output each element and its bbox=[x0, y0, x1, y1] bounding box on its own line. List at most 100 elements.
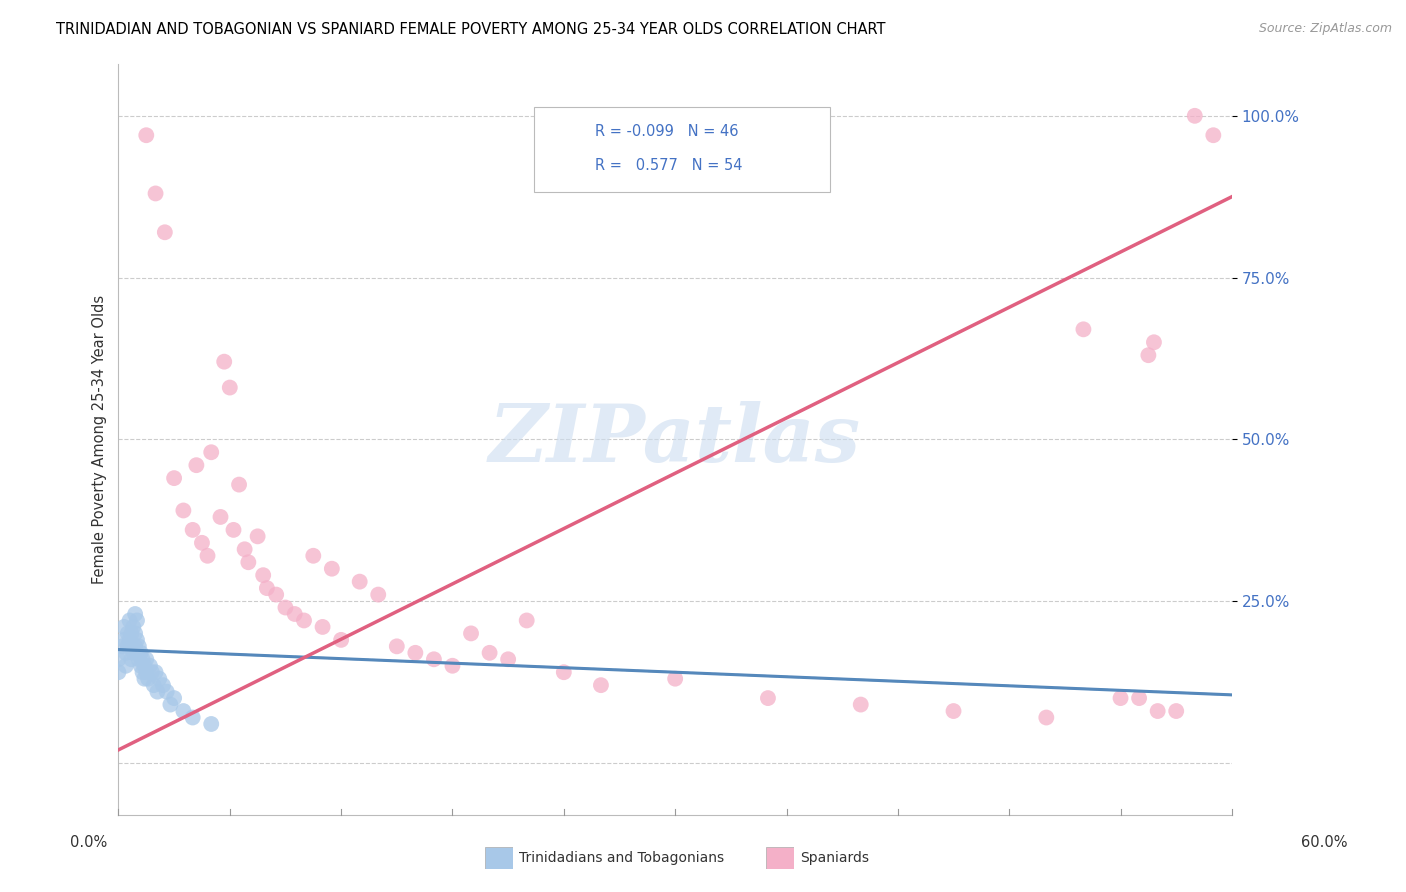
Point bbox=[849, 698, 872, 712]
Point bbox=[131, 665, 153, 680]
Point bbox=[222, 523, 245, 537]
Point bbox=[385, 640, 408, 654]
Point bbox=[256, 581, 278, 595]
Point bbox=[274, 600, 297, 615]
Point bbox=[125, 632, 148, 647]
Point bbox=[496, 652, 519, 666]
Point bbox=[1109, 691, 1132, 706]
Point bbox=[181, 523, 204, 537]
Text: Source: ZipAtlas.com: Source: ZipAtlas.com bbox=[1258, 22, 1392, 36]
Point bbox=[191, 536, 214, 550]
Point bbox=[756, 691, 779, 706]
Point bbox=[112, 632, 135, 647]
Text: Trinidadians and Tobagonians: Trinidadians and Tobagonians bbox=[519, 851, 724, 865]
Point bbox=[181, 710, 204, 724]
Point bbox=[516, 614, 538, 628]
Point bbox=[589, 678, 612, 692]
Point bbox=[163, 691, 186, 706]
Point bbox=[124, 640, 146, 654]
Point bbox=[146, 684, 169, 698]
Text: R =   0.577   N = 54: R = 0.577 N = 54 bbox=[595, 158, 742, 172]
Point bbox=[1128, 691, 1150, 706]
Point bbox=[111, 640, 134, 654]
Point bbox=[145, 186, 167, 201]
Point bbox=[115, 658, 138, 673]
Point bbox=[129, 658, 152, 673]
Point bbox=[148, 672, 170, 686]
Point bbox=[125, 614, 148, 628]
Point bbox=[264, 588, 287, 602]
Point bbox=[197, 549, 219, 563]
Text: Spaniards: Spaniards bbox=[800, 851, 869, 865]
Point bbox=[1146, 704, 1168, 718]
Point bbox=[238, 555, 260, 569]
Point bbox=[159, 698, 181, 712]
Point bbox=[135, 652, 157, 666]
Point bbox=[152, 678, 174, 692]
Point bbox=[460, 626, 482, 640]
Text: R = -0.099   N = 46: R = -0.099 N = 46 bbox=[595, 124, 738, 138]
Point bbox=[145, 665, 167, 680]
Point bbox=[441, 658, 464, 673]
Point bbox=[120, 626, 142, 640]
Point bbox=[423, 652, 446, 666]
Point bbox=[134, 672, 156, 686]
Point bbox=[141, 665, 163, 680]
Point bbox=[142, 678, 165, 692]
Point bbox=[664, 672, 686, 686]
Point bbox=[112, 620, 135, 634]
Point bbox=[107, 652, 129, 666]
Point bbox=[284, 607, 307, 621]
Point bbox=[172, 503, 194, 517]
Point bbox=[252, 568, 274, 582]
Point bbox=[124, 607, 146, 621]
Point bbox=[321, 562, 343, 576]
Point bbox=[367, 588, 389, 602]
Y-axis label: Female Poverty Among 25-34 Year Olds: Female Poverty Among 25-34 Year Olds bbox=[93, 294, 107, 584]
Point bbox=[135, 665, 157, 680]
Point bbox=[156, 684, 179, 698]
Point bbox=[1166, 704, 1188, 718]
Point bbox=[311, 620, 333, 634]
Point bbox=[228, 477, 250, 491]
Point bbox=[172, 704, 194, 718]
Point bbox=[118, 632, 141, 647]
Point bbox=[163, 471, 186, 485]
Point bbox=[117, 626, 139, 640]
Point bbox=[218, 380, 240, 394]
Point bbox=[124, 626, 146, 640]
Point bbox=[404, 646, 426, 660]
Point bbox=[1143, 335, 1166, 350]
Point bbox=[330, 632, 353, 647]
Point bbox=[118, 614, 141, 628]
Point bbox=[128, 640, 150, 654]
Point bbox=[942, 704, 965, 718]
Point bbox=[1184, 109, 1206, 123]
Point bbox=[129, 646, 152, 660]
Point bbox=[128, 652, 150, 666]
Point bbox=[553, 665, 575, 680]
Point bbox=[122, 646, 145, 660]
Text: ZIPatlas: ZIPatlas bbox=[489, 401, 862, 478]
Point bbox=[134, 658, 156, 673]
Point bbox=[209, 510, 232, 524]
Point bbox=[186, 458, 208, 473]
Text: 0.0%: 0.0% bbox=[70, 836, 107, 850]
Point bbox=[302, 549, 325, 563]
Text: 60.0%: 60.0% bbox=[1301, 836, 1348, 850]
Point bbox=[200, 717, 222, 731]
Point bbox=[292, 614, 315, 628]
Point bbox=[246, 529, 269, 543]
Point bbox=[200, 445, 222, 459]
Point bbox=[115, 646, 138, 660]
Point bbox=[1073, 322, 1095, 336]
Point bbox=[136, 672, 159, 686]
Point bbox=[125, 646, 148, 660]
Point bbox=[122, 620, 145, 634]
Point bbox=[135, 128, 157, 143]
Point bbox=[478, 646, 501, 660]
Point bbox=[1137, 348, 1160, 362]
Text: TRINIDADIAN AND TOBAGONIAN VS SPANIARD FEMALE POVERTY AMONG 25-34 YEAR OLDS CORR: TRINIDADIAN AND TOBAGONIAN VS SPANIARD F… bbox=[56, 22, 886, 37]
Point bbox=[120, 652, 142, 666]
Point bbox=[153, 225, 176, 239]
